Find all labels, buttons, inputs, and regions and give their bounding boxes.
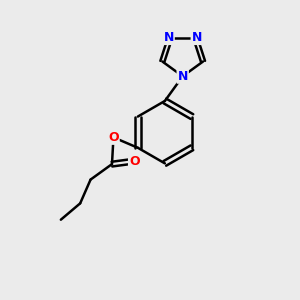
Text: O: O [108,131,119,144]
Text: N: N [178,70,188,83]
Text: O: O [129,154,140,168]
Text: N: N [192,31,202,44]
Text: N: N [164,31,174,44]
